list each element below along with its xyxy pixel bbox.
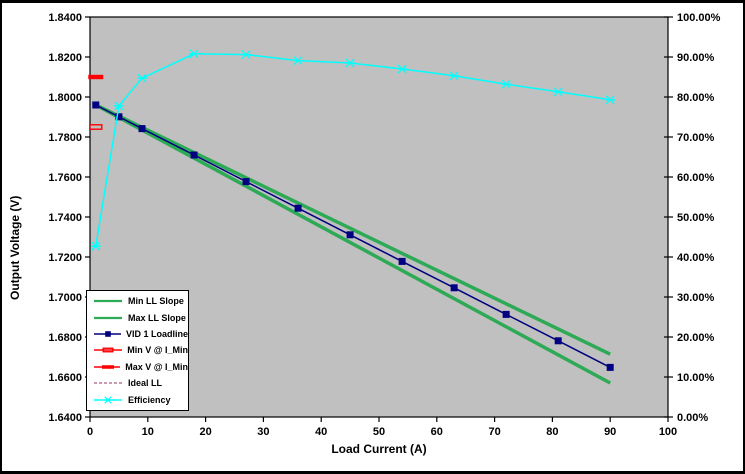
square-marker-icon	[242, 178, 250, 186]
series-line	[94, 103, 612, 385]
x-marker-icon	[501, 79, 512, 89]
x-tick-label: 60	[431, 426, 443, 438]
legend-key-icon	[94, 382, 122, 384]
x-tick-label: 0	[87, 426, 93, 438]
series-line	[95, 103, 611, 356]
x-marker-icon	[449, 71, 460, 81]
legend-label: Ideal LL	[128, 378, 163, 389]
y-left-tick-label: 1.8000	[48, 92, 82, 104]
y-left-tick-label: 1.7200	[48, 252, 82, 264]
x-tick-label: 80	[546, 426, 558, 438]
y-left-tick-label: 1.7400	[48, 212, 82, 224]
y-left-tick-label: 1.8400	[48, 12, 82, 24]
y-right-tick-label: 80.00%	[677, 92, 715, 104]
series-line	[95, 53, 611, 247]
legend-label: Max V @ I_Min	[125, 361, 188, 372]
square-marker-icon	[398, 257, 406, 265]
square-marker-icon	[138, 125, 146, 133]
series-max-v-i-min	[88, 74, 104, 80]
x-axis-title: Load Current (A)	[331, 442, 427, 456]
x-marker-icon	[553, 87, 564, 97]
x-marker-icon	[397, 64, 408, 74]
x-tick-label: 20	[199, 426, 211, 438]
x-marker-icon	[345, 58, 356, 68]
y-left-tick-label: 1.6800	[48, 332, 82, 344]
y-left-tick-label: 1.7800	[48, 132, 82, 144]
y-right-tick-label: 90.00%	[677, 52, 715, 64]
series-vid-1-loadline	[92, 101, 614, 371]
x-tick-label: 70	[488, 426, 500, 438]
y-right-tick-label: 20.00%	[677, 332, 715, 344]
legend-key-icon	[94, 348, 122, 353]
y-right-tick-label: 100.00%	[677, 12, 721, 24]
y-right-tick-label: 0.00%	[677, 412, 708, 424]
dash-marker-icon	[102, 365, 114, 369]
series-min-ll-slope	[95, 103, 611, 356]
x-tick-label: 30	[257, 426, 269, 438]
square-marker-icon	[190, 151, 198, 159]
legend-label: VID 1 Loadline	[125, 329, 188, 340]
square-marker-icon	[92, 101, 100, 109]
legend-key-icon	[94, 365, 121, 369]
y-right-tick-label: 40.00%	[677, 252, 715, 264]
y-right-tick-label: 70.00%	[677, 132, 715, 144]
x-marker-icon	[605, 95, 616, 105]
y-left-tick-label: 1.8200	[48, 52, 82, 64]
legend-label: Min LL Slope	[128, 296, 184, 307]
legend-label: Efficiency	[128, 394, 171, 405]
legend-item-efficiency: Efficiency	[93, 392, 188, 407]
legend-key-icon	[94, 396, 122, 404]
x-marker-icon	[113, 101, 124, 111]
x-tick-label: 40	[315, 426, 327, 438]
dash-hollow-marker-icon	[89, 124, 103, 130]
series-min-v-i-min	[89, 124, 103, 130]
legend-item-max-v-i-min: Max V @ I_Min	[93, 359, 188, 374]
square-marker-icon	[450, 284, 458, 292]
x-marker-icon	[137, 73, 148, 83]
square-marker-icon	[105, 331, 111, 337]
y-left-tick-label: 1.6400	[48, 412, 82, 424]
square-marker-icon	[606, 363, 614, 371]
square-marker-icon	[294, 204, 302, 212]
square-marker-icon	[554, 337, 562, 345]
x-marker-icon	[104, 396, 112, 404]
legend-item-min-v-i-min: Min V @ I_Min	[93, 343, 188, 358]
legend-item-max-ll-slope: Max LL Slope	[93, 310, 188, 325]
x-marker-icon	[189, 49, 200, 59]
legend-item-min-ll-slope: Min LL Slope	[93, 294, 188, 309]
x-marker-icon	[293, 56, 304, 66]
x-marker-icon	[90, 241, 101, 251]
legend-label: Max LL Slope	[128, 312, 186, 323]
x-tick-label: 100	[659, 426, 677, 438]
dash-marker-icon	[88, 74, 104, 80]
y-right-tick-label: 60.00%	[677, 172, 715, 184]
x-tick-label: 50	[373, 426, 385, 438]
x-tick-label: 10	[142, 426, 154, 438]
series-efficiency	[90, 49, 616, 251]
legend-key-icon	[94, 316, 122, 319]
square-marker-icon	[502, 310, 510, 318]
legend: Min LL Slope Max LL Slope VID 1 Loadline Mi…	[86, 290, 189, 411]
square-marker-icon	[346, 231, 354, 239]
dash-hollow-marker-icon	[102, 348, 114, 353]
y-left-tick-label: 1.7600	[48, 172, 82, 184]
y-left-tick-label: 1.7000	[48, 292, 82, 304]
series-max-ll-slope	[94, 103, 612, 385]
legend-key-icon	[94, 300, 122, 303]
legend-key-icon	[94, 331, 121, 337]
series-line	[95, 104, 611, 369]
y-right-tick-label: 10.00%	[677, 372, 715, 384]
y-right-tick-label: 30.00%	[677, 292, 715, 304]
legend-label: Min V @ I_Min	[127, 345, 188, 356]
x-marker-icon	[241, 50, 252, 60]
legend-item-vid-1-loadline: VID 1 Loadline	[93, 327, 188, 342]
y-left-tick-label: 1.6600	[48, 372, 82, 384]
y-axis-title: Output Voltage (V)	[8, 195, 22, 300]
y-right-tick-label: 50.00%	[677, 212, 715, 224]
x-tick-label: 90	[604, 426, 616, 438]
legend-item-ideal-ll: Ideal LL	[93, 376, 188, 391]
square-marker-icon	[115, 113, 123, 121]
